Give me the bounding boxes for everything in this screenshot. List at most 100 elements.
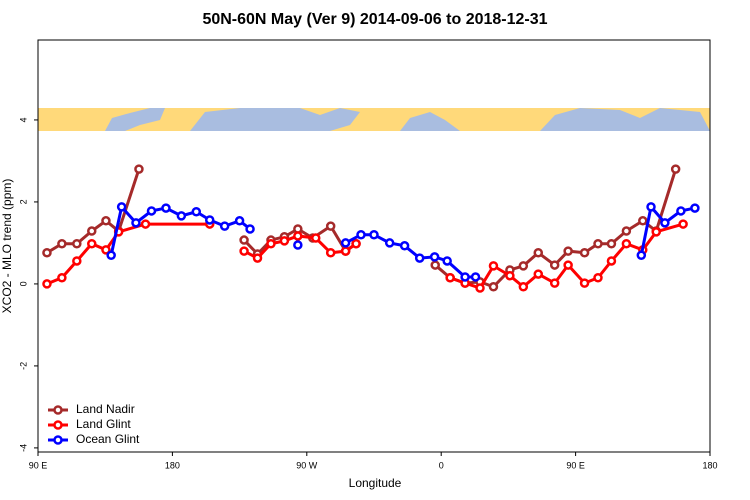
map-water: [540, 108, 710, 131]
legend-label: Land Glint: [76, 417, 131, 431]
point: [161, 203, 171, 213]
point: [279, 236, 290, 246]
point: [579, 248, 590, 258]
point: [87, 238, 97, 249]
point: [42, 279, 52, 289]
point: [399, 241, 410, 251]
point: [252, 253, 263, 263]
point: [239, 246, 249, 256]
point: [518, 261, 529, 271]
point: [72, 256, 82, 266]
point: [340, 238, 351, 248]
map-water: [190, 108, 360, 131]
x-tick-label: 180: [165, 460, 180, 470]
point: [518, 282, 529, 292]
point: [606, 256, 617, 266]
point: [670, 164, 681, 174]
point: [356, 229, 366, 240]
point: [311, 233, 321, 243]
point: [638, 216, 648, 226]
point: [414, 253, 425, 263]
point: [549, 260, 560, 270]
x-tick-label: 180: [702, 460, 717, 470]
point: [579, 278, 590, 288]
map-water: [105, 108, 165, 131]
point: [146, 206, 157, 216]
point: [42, 248, 52, 258]
point: [430, 260, 440, 270]
point: [266, 238, 276, 249]
y-tick-label: 4: [18, 117, 28, 122]
point: [134, 164, 144, 174]
point: [293, 240, 303, 250]
point: [245, 224, 255, 234]
map-strip: [38, 108, 710, 131]
legend-marker: [53, 420, 63, 430]
point: [593, 273, 603, 283]
point: [340, 246, 351, 256]
x-tick-label: 90 E: [566, 460, 585, 470]
point: [606, 238, 617, 249]
point: [384, 238, 395, 248]
point: [325, 248, 336, 258]
point: [549, 278, 560, 288]
point: [140, 219, 151, 229]
map-water: [400, 112, 460, 131]
point: [293, 231, 303, 241]
x-axis-label: Longitude: [349, 476, 402, 490]
point: [87, 226, 97, 236]
point: [191, 207, 202, 217]
point: [219, 221, 230, 231]
point: [533, 269, 544, 279]
point: [593, 238, 603, 249]
point: [351, 238, 361, 249]
legend-marker: [53, 405, 63, 415]
y-axis-label: XCO2 - MLO trend (ppm): [0, 179, 14, 314]
point: [563, 246, 573, 256]
point: [475, 283, 485, 293]
legend-label: Land Nadir: [76, 402, 135, 416]
point: [621, 238, 632, 249]
point: [106, 250, 116, 260]
point: [101, 216, 111, 226]
point: [176, 211, 187, 221]
point: [488, 261, 499, 271]
point: [369, 229, 379, 240]
point: [646, 202, 656, 212]
point: [101, 245, 111, 255]
point: [204, 215, 215, 225]
point: [57, 273, 67, 283]
point: [116, 202, 127, 212]
y-tick-label: 2: [18, 199, 28, 204]
point: [460, 272, 470, 282]
point: [621, 226, 632, 236]
point: [690, 203, 700, 213]
point: [676, 206, 686, 216]
legend-label: Ocean Glint: [76, 432, 140, 446]
point: [57, 238, 67, 249]
y-tick-label: -2: [18, 362, 28, 370]
point: [131, 218, 141, 228]
chart-title: 50N-60N May (Ver 9) 2014-09-06 to 2018-1…: [202, 11, 547, 28]
point: [563, 260, 573, 270]
x-tick-label: 90 E: [29, 460, 48, 470]
point: [470, 272, 481, 282]
point: [678, 219, 688, 229]
point: [234, 216, 245, 226]
point: [239, 235, 249, 245]
point: [651, 227, 661, 237]
point: [325, 221, 336, 231]
x-tick-label: 90 W: [296, 460, 318, 470]
point: [636, 250, 647, 260]
point: [72, 238, 82, 249]
point: [442, 256, 452, 266]
point: [660, 218, 670, 228]
point: [445, 273, 455, 283]
y-tick-label: 0: [18, 281, 28, 286]
series-line: [46, 168, 678, 289]
x-tick-label: 0: [439, 460, 444, 470]
point: [533, 248, 544, 258]
y-tick-label: -4: [18, 444, 28, 452]
